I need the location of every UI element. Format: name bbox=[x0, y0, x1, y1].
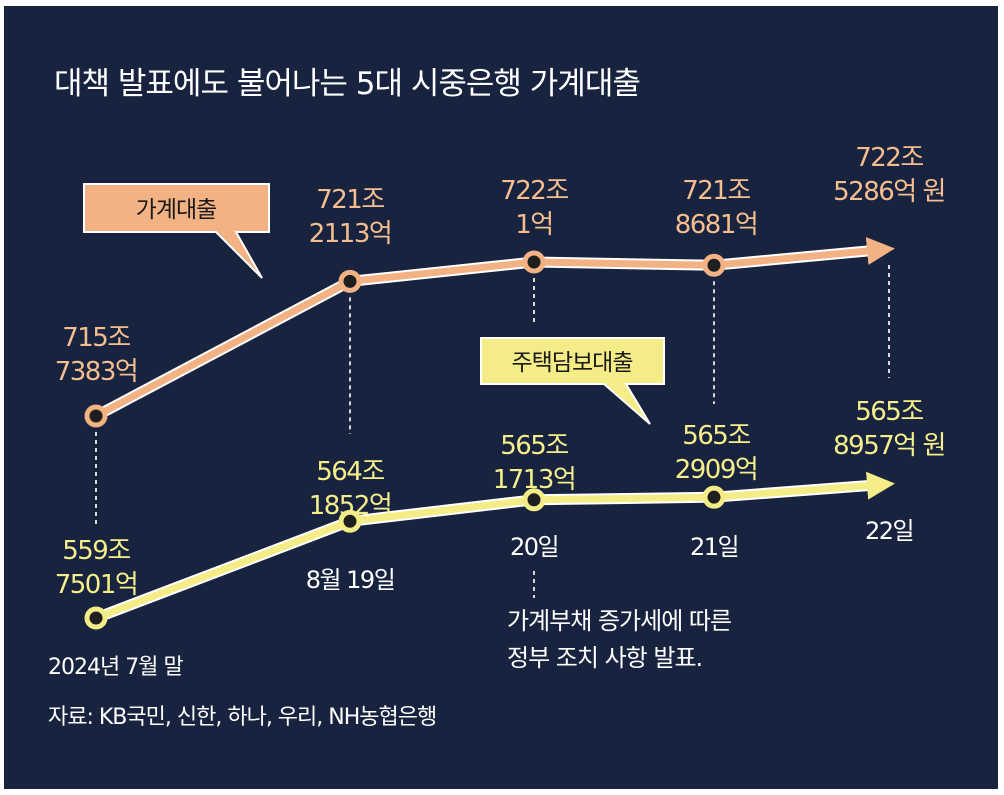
point-s0-3 bbox=[702, 253, 726, 277]
data-label-s0-3-1: 8681억 bbox=[675, 210, 758, 240]
data-label-s1-3-0: 565조 bbox=[682, 421, 750, 451]
series-lines bbox=[93, 237, 895, 624]
data-label-s1-4-1: 8957억 원 bbox=[833, 431, 945, 461]
data-label-s0-0-0: 715조 bbox=[62, 323, 130, 353]
point-s0-1 bbox=[338, 269, 362, 293]
chart-panel: 대책 발표에도 불어나는 5대 시중은행 가계대출 가계대출 주택담보대출 71… bbox=[4, 6, 998, 789]
point-s1-3 bbox=[702, 485, 726, 509]
data-label-s1-0-0: 559조 bbox=[62, 536, 130, 566]
data-label-s1-2-0: 565조 bbox=[500, 431, 568, 461]
data-label-s0-0-1: 7383억 bbox=[55, 357, 138, 387]
category-label-3: 21일 bbox=[690, 533, 738, 561]
annotation-line-2: 정부 조치 사항 발표. bbox=[507, 644, 702, 672]
data-label-s1-1-0: 564조 bbox=[316, 457, 384, 487]
legend-label-mortgage-loan: 주택담보대출 bbox=[512, 350, 633, 376]
legend-tag-mortgage-loan: 주택담보대출 bbox=[480, 337, 665, 425]
data-label-s1-2-1: 1713억 bbox=[493, 465, 576, 495]
point-s1-1 bbox=[338, 509, 362, 533]
point-s1-0 bbox=[84, 606, 108, 630]
data-label-s0-2-0: 722조 bbox=[500, 176, 568, 206]
data-label-s0-2-1: 1억 bbox=[515, 210, 552, 240]
point-s0-0 bbox=[84, 404, 108, 428]
point-s1-2 bbox=[522, 488, 546, 512]
data-labels: 715조 7383억 721조 2113억 722조 1억 721조 8681억 722조 528… bbox=[55, 143, 947, 600]
data-label-s1-0-1: 7501억 bbox=[55, 570, 138, 600]
point-s0-2 bbox=[522, 250, 546, 274]
source-note: 자료: KB국민, 신한, 하나, 우리, NH농협은행 bbox=[48, 705, 436, 730]
series-line-1 bbox=[94, 471, 895, 622]
data-label-s1-1-1: 1852억 bbox=[309, 491, 392, 521]
series-points bbox=[84, 250, 726, 630]
data-label-s0-3-0: 721조 bbox=[682, 176, 750, 206]
category-label-1: 8월 19일 bbox=[306, 566, 395, 594]
legend-tag-household-loan: 가계대출 bbox=[83, 183, 270, 279]
guide-lines bbox=[95, 265, 890, 524]
category-label-0: 2024년 7월 말 bbox=[48, 655, 183, 680]
chart-title: 대책 발표에도 불어나는 5대 시중은행 가계대출 bbox=[54, 66, 640, 102]
data-label-s0-4-1: 5286억 원 bbox=[833, 177, 945, 207]
legend-label-household-loan: 가계대출 bbox=[136, 197, 217, 223]
category-label-4: 22일 bbox=[865, 517, 913, 545]
data-label-s0-4-0: 722조 bbox=[855, 143, 923, 173]
series-outline-0 bbox=[93, 244, 882, 421]
data-label-s0-1-1: 2113억 bbox=[309, 219, 392, 249]
chart-canvas: 대책 발표에도 불어나는 5대 시중은행 가계대출 가계대출 주택담보대출 71… bbox=[48, 66, 947, 730]
series-line-0 bbox=[94, 237, 895, 420]
data-label-s0-1-0: 721조 bbox=[316, 185, 384, 215]
category-label-2: 20일 bbox=[510, 533, 558, 561]
data-label-s1-4-0: 565조 bbox=[855, 397, 923, 427]
data-label-s1-3-1: 2909억 bbox=[675, 455, 758, 485]
annotation-line-1: 가계부채 증가세에 따른 bbox=[507, 607, 731, 635]
